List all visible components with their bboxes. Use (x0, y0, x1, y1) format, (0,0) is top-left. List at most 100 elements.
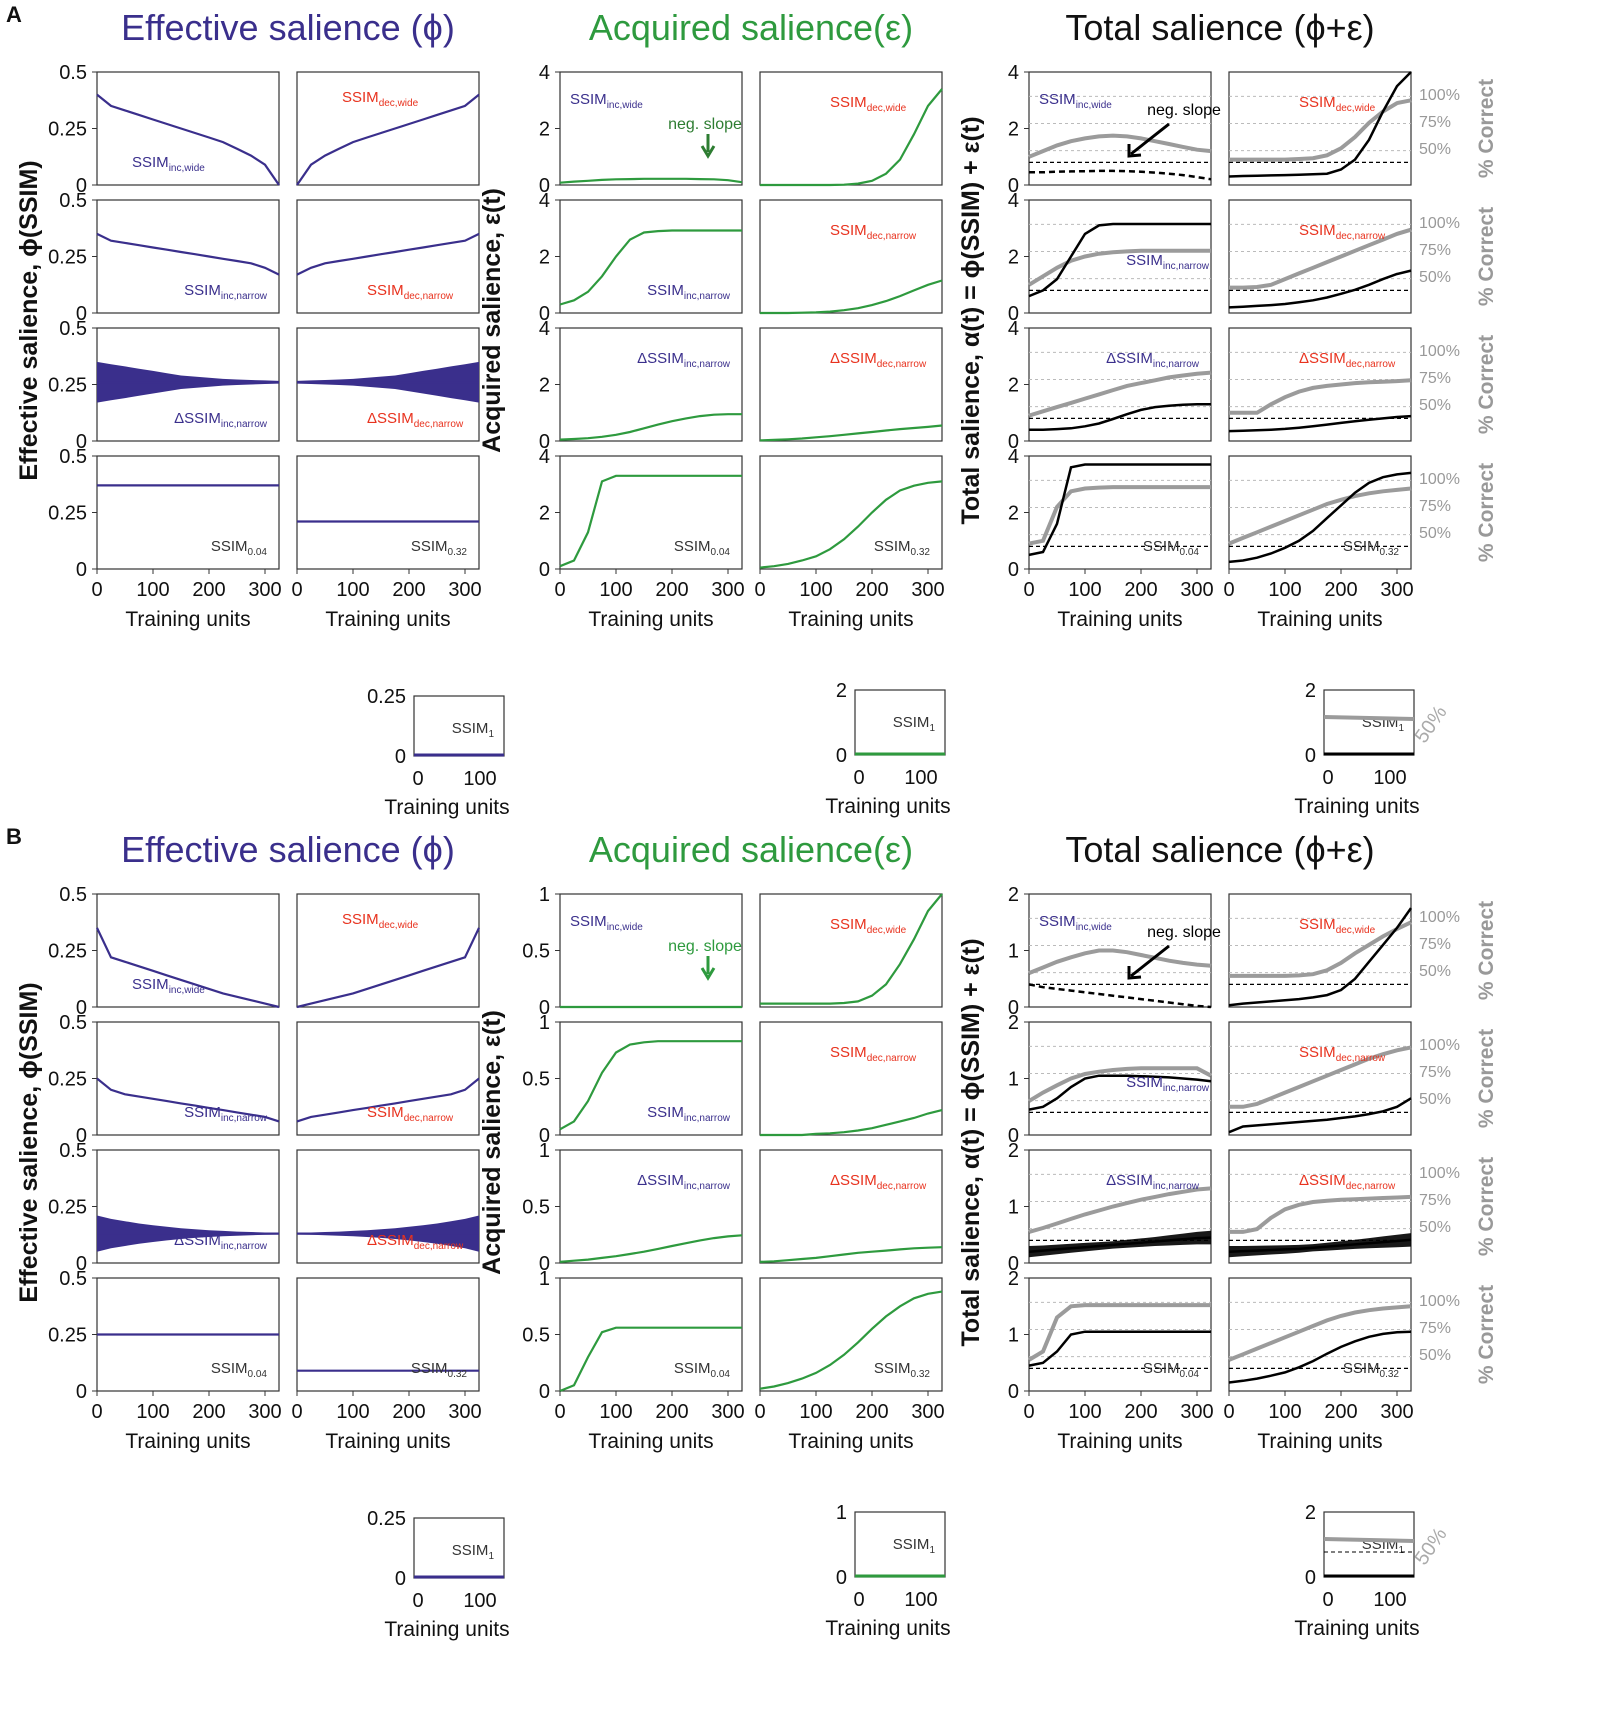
y-tick-label: 0 (539, 1381, 550, 1403)
series-line (1028, 1236, 1212, 1253)
series-line (759, 1246, 943, 1263)
x-tick-label: 100 (1068, 1401, 1101, 1423)
mini-x-tick-label: 0 (853, 767, 864, 789)
panel-label: ΔSSIMdec,narrow (1299, 350, 1396, 370)
panel: ΔSSIMdec,narrow (759, 1149, 943, 1264)
y-tick-label: 0.25 (48, 119, 87, 141)
y-tick-label: 4 (1008, 190, 1019, 212)
x-tick-label: 100 (1268, 1401, 1301, 1423)
percent-tick-label: 50% (1419, 525, 1451, 542)
panel: 100% 75% 50% % Correct SSIMdec,narrow (1228, 1021, 1498, 1136)
panel-label: ΔSSIMinc,narrow (1106, 350, 1200, 370)
series-line (1228, 1097, 1412, 1134)
panel-label: SSIM0.04 (211, 538, 268, 558)
x-axis-label: Training units (1057, 608, 1182, 631)
panel: 0 0.25 0.5 SSIM0.04 0 100 200 300 Training units (48, 1268, 282, 1453)
panel-frame (559, 1149, 743, 1264)
panel-label: SSIMinc,wide (132, 976, 205, 996)
panel-label: SSIMdec,narrow (1299, 1044, 1386, 1064)
x-axis-label: Training units (788, 608, 913, 631)
percent-tick-label: 75% (1419, 1320, 1451, 1337)
panel-label: SSIMdec,wide (1299, 94, 1376, 114)
panel: 0 2 4 SSIM0.04 0 100 200 300 Training units (539, 446, 745, 631)
y-axis-label: Total salience, α(t) = ϕ(SSIM) + ε(t) (957, 938, 985, 1346)
x-tick-label: 200 (1124, 579, 1157, 601)
panel-label: SSIMdec,wide (830, 916, 907, 936)
panel-label: SSIM0.32 (874, 1360, 931, 1380)
mini-y-tick-label: 0 (1305, 745, 1316, 767)
series-line (559, 1040, 742, 1131)
y-tick-label: 2 (1008, 375, 1019, 397)
x-tick-label: 300 (1380, 579, 1413, 601)
x-tick-label: 300 (911, 1401, 944, 1423)
series-line (1228, 71, 1412, 178)
annotation-text: neg. slope (1147, 924, 1221, 941)
panel-label: SSIM0.32 (411, 1360, 468, 1380)
x-tick-label: 100 (799, 579, 832, 601)
x-tick-label: 100 (336, 1401, 369, 1423)
percent-tick-label: 100% (1419, 1293, 1460, 1310)
mini-x-tick-label: 100 (904, 1589, 937, 1611)
percent-correct-label: % Correct (1475, 79, 1498, 178)
x-tick-label: 0 (91, 1401, 102, 1423)
x-tick-label: 0 (91, 579, 102, 601)
panel-label: SSIMinc,wide (132, 154, 205, 174)
section-letter: B (6, 824, 22, 849)
x-tick-label: 100 (799, 1401, 832, 1423)
mini-panel: 0 0.25 SSIM1 0 100 Training units (367, 1508, 510, 1641)
x-tick-label: 0 (1223, 1401, 1234, 1423)
panel-frame (759, 71, 943, 186)
percent-correct-curve (1027, 1066, 1212, 1103)
x-tick-label: 100 (136, 1401, 169, 1423)
mini-x-tick-label: 0 (1322, 1589, 1333, 1611)
column-total: Total salience (ϕ+ε) Total salience, α(t)… (957, 829, 1498, 1640)
y-tick-label: 0 (1008, 1253, 1019, 1275)
panel-frame (1228, 1149, 1412, 1264)
x-tick-label: 300 (711, 1401, 744, 1423)
percent-tick-label: 75% (1419, 936, 1451, 953)
y-tick-label: 0.5 (522, 1325, 550, 1347)
y-tick-label: 0.25 (48, 375, 87, 397)
panel: 0 0.25 0.5 SSIM0.04 0 100 200 300 Training units (48, 446, 282, 631)
x-tick-label: 200 (1324, 1401, 1357, 1423)
x-tick-label: 0 (1223, 579, 1234, 601)
percent-correct-curve (1229, 1194, 1412, 1234)
panel: SSIMdec,wide (759, 71, 943, 187)
panel: SSIMdec,narrow (296, 1021, 480, 1136)
mini-y-tick-label: 2 (1305, 680, 1316, 702)
x-axis-label: Training units (125, 1430, 250, 1453)
panel-label: ΔSSIMdec,narrow (830, 1172, 927, 1192)
x-tick-label: 0 (754, 579, 765, 601)
series-line (759, 1290, 943, 1390)
panel-label: SSIM1 (452, 720, 495, 740)
mini-percent-curve (1323, 715, 1415, 721)
column-title: Acquired salience(ε) (589, 829, 913, 870)
series-line (1029, 403, 1211, 431)
panel: 0 1 2 ΔSSIMinc,narrow (1008, 1140, 1212, 1275)
percent-tick-label: 100% (1419, 1165, 1460, 1182)
x-tick-label: 300 (1180, 1401, 1213, 1423)
y-tick-label: 0 (539, 175, 550, 197)
mini-x-tick-label: 0 (412, 768, 423, 790)
x-tick-label: 300 (448, 1401, 481, 1423)
annotation-text: neg. slope (668, 938, 742, 955)
panel: 0 0.25 0.5 ΔSSIMinc,narrow (48, 318, 280, 453)
panel-label: ΔSSIMinc,narrow (174, 410, 268, 430)
mini-x-axis-label: Training units (825, 1617, 950, 1640)
column-title: Effective salience (ϕ) (121, 829, 455, 870)
panel: 0 0.25 0.5 SSIMinc,narrow (48, 1012, 280, 1147)
percent-correct-curve (1229, 98, 1412, 162)
panel-label: SSIMinc,narrow (184, 1104, 268, 1124)
y-tick-label: 1 (539, 1140, 550, 1162)
y-axis-label: Acquired salience, ε(t) (478, 188, 506, 453)
panel-frame (296, 71, 480, 186)
column-effective: Effective salience (ϕ) Effective salience… (15, 829, 510, 1641)
panel: 0 1 2 SSIM0.04 0 100 200 300 Training units (1008, 1268, 1214, 1453)
percent-correct-curve (1028, 370, 1212, 418)
y-tick-label: 0 (539, 1125, 550, 1147)
panel: 100% 75% 50% % Correct SSIMdec,narrow (1228, 199, 1498, 314)
panel-frame (1228, 71, 1412, 186)
percent-correct-label: % Correct (1475, 463, 1498, 562)
percent-correct-curve (1229, 378, 1412, 415)
